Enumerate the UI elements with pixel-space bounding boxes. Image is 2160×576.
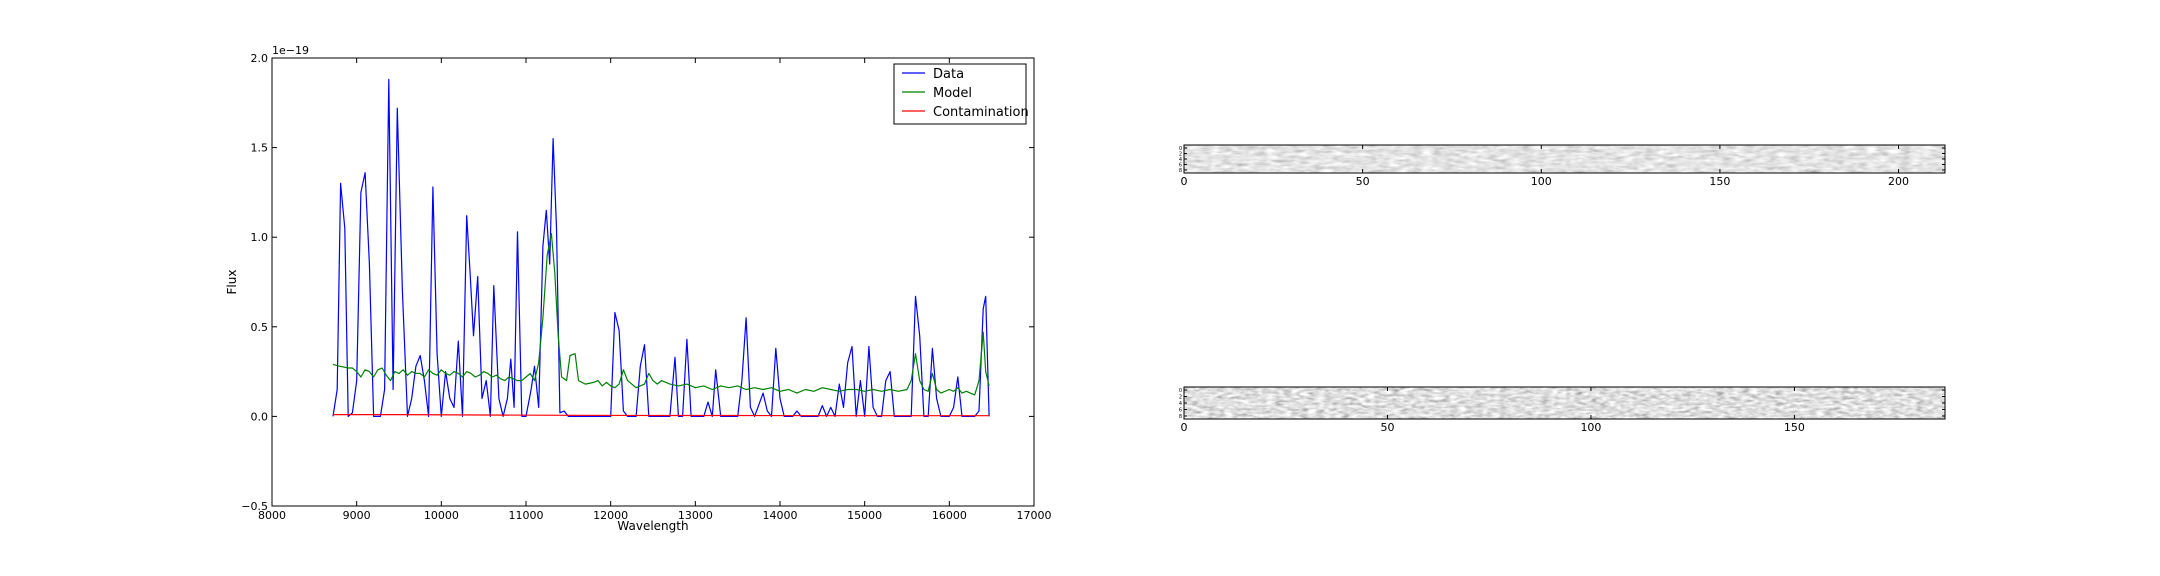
image-top-x-ticks: 0 50 100 150 200 <box>1181 145 1909 188</box>
y-tick-label: 8 <box>1179 414 1182 420</box>
y-tick-label: 1.0 <box>251 231 269 244</box>
y-tick-label: 2 <box>1179 152 1182 158</box>
legend-box <box>893 63 1027 125</box>
y-tick-label: 2.0 <box>251 52 269 65</box>
x-tick-label: 9000 <box>343 509 371 522</box>
spectrum-chart: 8000 9000 10000 11000 12000 13000 14000 15000 16… <box>225 44 1052 533</box>
series-line-contamination <box>333 414 990 417</box>
x-tick-label: 11000 <box>509 509 544 522</box>
y-tick-label: −0.5 <box>241 500 268 513</box>
x-tick-label: 0 <box>1181 175 1188 188</box>
y-tick-label: 0 <box>1179 388 1182 394</box>
y-tick-label: 8 <box>1179 168 1182 174</box>
x-axis-label: Wavelength <box>617 519 688 533</box>
plot-frame <box>271 57 1035 507</box>
x-tick-label: 0 <box>1181 421 1188 434</box>
x-tick-label: 13000 <box>678 509 713 522</box>
y-tick-label: 6 <box>1179 163 1182 169</box>
x-tick-label: 200 <box>1888 175 1909 188</box>
x-tick-label: 100 <box>1580 421 1601 434</box>
y-tick-label: 0 <box>1179 146 1182 152</box>
x-axis-ticks: 8000 9000 10000 11000 12000 13000 14000 15000 16… <box>258 58 1052 522</box>
x-tick-label: 12000 <box>593 509 628 522</box>
y-tick-label: 4 <box>1179 157 1182 163</box>
x-tick-label: 100 <box>1531 175 1552 188</box>
x-tick-label: 50 <box>1356 175 1370 188</box>
x-tick-label: 16000 <box>932 509 967 522</box>
y-tick-label: 0.5 <box>251 321 269 334</box>
series-line-data <box>332 78 990 417</box>
x-tick-label: 10000 <box>424 509 459 522</box>
legend: Data Model Contamination <box>893 63 1029 125</box>
legend-label-contamination: Contamination <box>933 105 1029 120</box>
x-tick-label: 150 <box>1709 175 1730 188</box>
y-axis-label: Flux <box>225 270 239 295</box>
y-tick-label: 4 <box>1179 401 1182 407</box>
y-offset-label: 1e−19 <box>272 44 309 57</box>
y-tick-label: 6 <box>1179 408 1182 414</box>
y-axis-ticks: −0.5 0.0 0.5 1.0 1.5 2.0 <box>241 52 1034 513</box>
y-tick-label: 2 <box>1179 395 1182 401</box>
x-tick-label: 17000 <box>1017 509 1052 522</box>
image-bottom <box>1184 387 1945 419</box>
x-tick-label: 14000 <box>763 509 798 522</box>
series-lines <box>332 78 990 417</box>
plot-area <box>272 58 1034 506</box>
y-tick-label: 1.5 <box>251 142 269 155</box>
legend-label-model: Model <box>933 86 972 101</box>
x-tick-label: 150 <box>1784 421 1805 434</box>
x-tick-label: 50 <box>1380 421 1394 434</box>
image-top <box>1184 145 1945 173</box>
legend-label-data: Data <box>933 67 964 82</box>
y-tick-label: 0.0 <box>251 410 269 423</box>
x-tick-label: 15000 <box>847 509 882 522</box>
x-tick-label: 8000 <box>258 509 286 522</box>
image-bottom-x-ticks: 0 50 100 150 <box>1181 387 1805 434</box>
series-line-model <box>332 233 990 396</box>
